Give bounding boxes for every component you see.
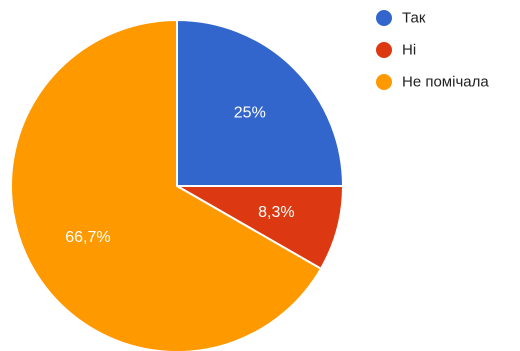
pie-slice-0 <box>176 19 344 187</box>
slice-value-label-1: 8,3% <box>258 204 294 221</box>
pie-slices <box>10 19 344 351</box>
legend-label-0: Так <box>402 10 426 27</box>
legend-marker-0 <box>376 10 392 26</box>
pie-slice-1 <box>176 185 344 270</box>
slice-value-label-0: 25% <box>234 105 266 122</box>
legend-marker-2 <box>376 74 392 90</box>
legend-marker-1 <box>376 42 392 58</box>
slice-value-label-2: 66,7% <box>65 229 110 246</box>
legend: Так Ні Не помічала <box>376 10 489 91</box>
legend-label-1: Ні <box>402 42 416 59</box>
pie-slice-2 <box>10 19 322 351</box>
pie-slice-labels: 25% 8,3% 66,7% <box>65 105 294 246</box>
legend-label-2: Не помічала <box>402 74 489 91</box>
